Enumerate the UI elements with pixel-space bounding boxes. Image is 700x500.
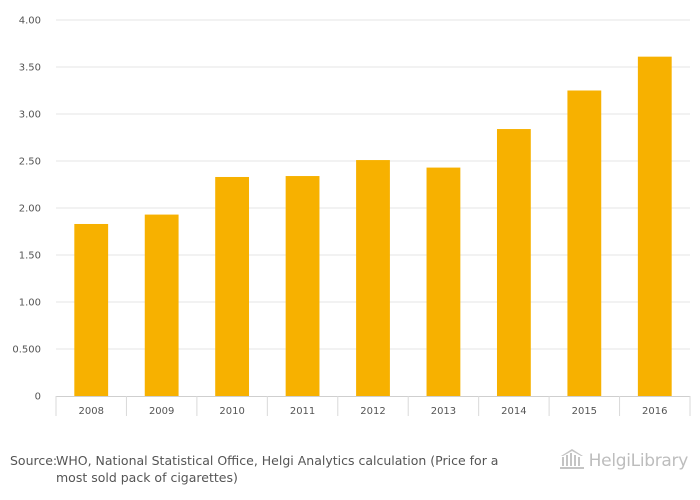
bar-2015	[567, 90, 602, 396]
y-axis-ticks: 0 0.500 1.00 1.50 2.00 2.50 3.00 3.50 4.00	[12, 16, 41, 403]
bar-2009	[144, 214, 179, 396]
x-tick-label: 2014	[501, 406, 526, 417]
y-tick-label: 2.50	[19, 157, 41, 168]
y-tick-label: 1.00	[19, 298, 41, 309]
x-axis: 2008 2009 2010 2011 2012 2013 2014 2015 2016	[55, 396, 691, 417]
y-tick-label: 1.50	[19, 251, 41, 262]
x-tick-label: 2013	[431, 406, 456, 417]
y-tick-label: 3.50	[19, 63, 41, 74]
bar-2014	[496, 129, 531, 397]
y-tick-label: 3.00	[19, 110, 41, 121]
y-tick-label: 2.00	[19, 204, 41, 215]
x-tick-label: 2015	[572, 406, 597, 417]
x-tick-label: 2009	[149, 406, 174, 417]
x-tick-label: 2010	[219, 406, 244, 417]
bar-2012	[356, 160, 390, 396]
y-tick-label: 0	[35, 392, 41, 403]
x-tick-label: 2008	[78, 406, 103, 417]
source-text: WHO, National Statistical Office, Helgi …	[56, 453, 499, 485]
bar-2008	[74, 223, 109, 396]
y-tick-label: 0.500	[12, 345, 41, 356]
bar-2013	[426, 167, 461, 396]
bars	[74, 56, 672, 397]
bar-2011	[285, 176, 320, 396]
bar-2016	[637, 56, 672, 396]
source-note: Source: WHO, National Statistical Office…	[10, 452, 530, 485]
helgi-library-logo: HelgiLibrary	[559, 448, 689, 475]
bar-2010	[215, 176, 250, 396]
source-label: Source:	[10, 453, 58, 468]
x-tick-label: 2011	[290, 406, 315, 417]
x-tick-label: 2016	[642, 406, 667, 417]
brand-name: HelgiLibrary	[588, 451, 689, 471]
library-building-icon	[559, 448, 585, 475]
x-tick-label: 2012	[360, 406, 385, 417]
y-tick-label: 4.00	[19, 16, 41, 27]
